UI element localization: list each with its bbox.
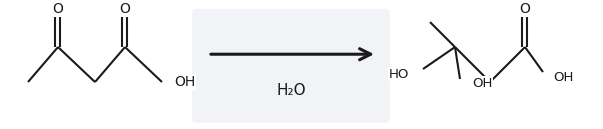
Text: OH: OH [472,76,493,90]
Text: O: O [52,2,63,16]
Text: HO: HO [388,67,409,80]
Text: O: O [520,2,531,16]
Text: OH: OH [174,75,195,89]
FancyBboxPatch shape [192,9,390,123]
Text: O: O [119,2,130,16]
Text: H₂O: H₂O [276,83,306,98]
Text: OH: OH [553,71,573,84]
